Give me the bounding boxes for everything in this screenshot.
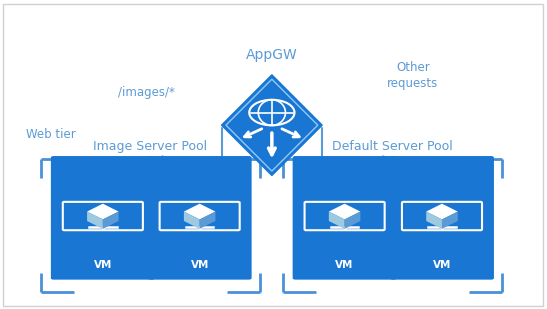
FancyBboxPatch shape — [51, 156, 155, 280]
Polygon shape — [184, 204, 216, 219]
FancyBboxPatch shape — [390, 156, 494, 280]
Polygon shape — [329, 212, 345, 229]
Polygon shape — [87, 204, 119, 219]
Polygon shape — [442, 212, 458, 229]
Polygon shape — [222, 75, 322, 176]
Polygon shape — [426, 204, 458, 219]
Text: Image Server Pool: Image Server Pool — [94, 140, 207, 153]
FancyBboxPatch shape — [148, 156, 252, 280]
Text: Default Server Pool: Default Server Pool — [333, 140, 453, 153]
Polygon shape — [87, 212, 103, 229]
Polygon shape — [200, 212, 216, 229]
Text: VM: VM — [335, 260, 354, 270]
Text: VM: VM — [94, 260, 112, 270]
Polygon shape — [329, 204, 360, 219]
Polygon shape — [184, 212, 200, 229]
Polygon shape — [103, 212, 119, 229]
Text: /images/*: /images/* — [118, 86, 175, 99]
Text: AppGW: AppGW — [246, 49, 298, 62]
Polygon shape — [345, 212, 360, 229]
Text: Web tier: Web tier — [26, 128, 76, 141]
Text: VM: VM — [433, 260, 451, 270]
FancyBboxPatch shape — [293, 156, 397, 280]
Text: Other
requests: Other requests — [387, 61, 439, 90]
Polygon shape — [426, 212, 442, 229]
Text: VM: VM — [190, 260, 209, 270]
